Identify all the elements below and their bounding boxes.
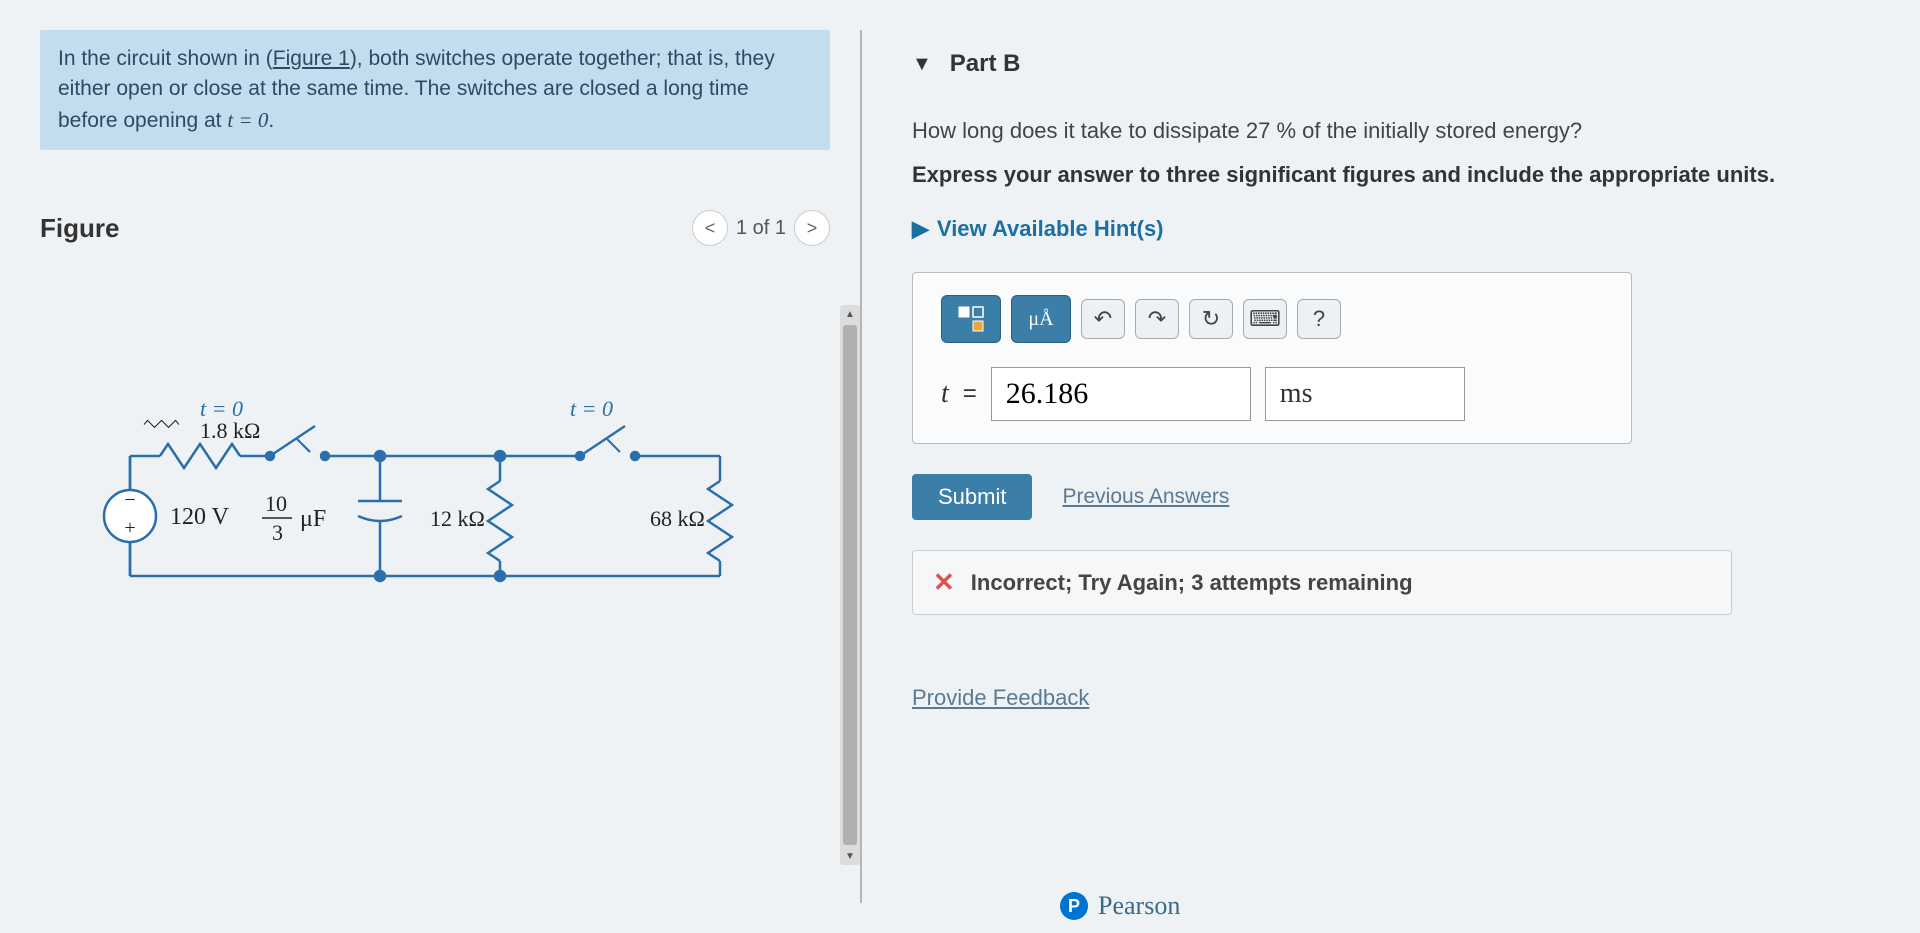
- instruction-text: Express your answer to three significant…: [912, 162, 1880, 188]
- keyboard-button[interactable]: ⌨: [1243, 299, 1287, 339]
- problem-end: .: [268, 109, 274, 132]
- pearson-text: Pearson: [1098, 891, 1180, 921]
- previous-answers-link[interactable]: Previous Answers: [1062, 485, 1229, 509]
- r3-label: 68 kΩ: [650, 506, 705, 531]
- part-b-header[interactable]: ▼ Part B: [912, 50, 1880, 78]
- templates-button[interactable]: [941, 295, 1001, 343]
- problem-text-1: In the circuit shown in (: [58, 47, 273, 70]
- circuit-figure: − + t = 0 1.8 kΩ t = 0 120 V 10 3 μF 12 …: [100, 366, 740, 626]
- view-hints-button[interactable]: ▶ View Available Hint(s): [912, 216, 1880, 242]
- answer-toolbar: μÅ ↶ ↷ ↻ ⌨ ?: [941, 295, 1603, 343]
- templates-icon: [957, 305, 985, 333]
- source-label: 120 V: [170, 504, 230, 530]
- incorrect-icon: ✕: [933, 567, 955, 598]
- problem-statement: In the circuit shown in (Figure 1), both…: [40, 30, 830, 150]
- unit-text: ms: [1280, 378, 1313, 410]
- next-figure-button[interactable]: >: [794, 210, 830, 246]
- cap-num: 10: [265, 491, 287, 516]
- question-text: How long does it take to dissipate 27 % …: [912, 118, 1880, 144]
- pearson-logo-icon: P: [1060, 892, 1088, 920]
- answer-unit-input[interactable]: ms: [1265, 367, 1465, 421]
- feedback-box: ✕ Incorrect; Try Again; 3 attempts remai…: [912, 550, 1732, 615]
- feedback-text: Incorrect; Try Again; 3 attempts remaini…: [971, 570, 1413, 596]
- panel-divider: [860, 30, 862, 903]
- svg-text:+: +: [124, 517, 135, 539]
- left-scrollbar[interactable]: ▲ ▼: [840, 305, 860, 865]
- scroll-up-icon[interactable]: ▲: [840, 305, 860, 323]
- prev-figure-button[interactable]: <: [692, 210, 728, 246]
- answer-value-input[interactable]: [991, 367, 1251, 421]
- cap-unit: μF: [300, 506, 326, 532]
- scroll-down-icon[interactable]: ▼: [840, 847, 860, 865]
- provide-feedback-link[interactable]: Provide Feedback: [912, 685, 1089, 711]
- undo-button[interactable]: ↶: [1081, 299, 1125, 339]
- reset-button[interactable]: ↻: [1189, 299, 1233, 339]
- cap-den: 3: [272, 520, 283, 545]
- figure-title: Figure: [40, 213, 119, 244]
- part-title: Part B: [950, 50, 1021, 78]
- pager-label: 1 of 1: [736, 217, 786, 240]
- hints-label: View Available Hint(s): [937, 216, 1164, 241]
- r2-label: 12 kΩ: [430, 506, 485, 531]
- figure-link[interactable]: Figure 1: [273, 47, 350, 70]
- problem-equation: t = 0: [227, 108, 268, 132]
- scrollbar-thumb[interactable]: [843, 325, 857, 845]
- answer-var: t: [941, 378, 949, 410]
- submit-button[interactable]: Submit: [912, 474, 1032, 520]
- help-button[interactable]: ?: [1297, 299, 1341, 339]
- svg-text:−: −: [124, 489, 135, 511]
- switch2-label: t = 0: [570, 396, 613, 421]
- redo-button[interactable]: ↷: [1135, 299, 1179, 339]
- units-button[interactable]: μÅ: [1011, 295, 1071, 343]
- r1-label: 1.8 kΩ: [200, 418, 260, 443]
- answer-container: μÅ ↶ ↷ ↻ ⌨ ? t = ms: [912, 272, 1632, 444]
- caret-down-icon: ▼: [912, 53, 932, 76]
- figure-pager: < 1 of 1 >: [692, 210, 830, 246]
- caret-right-icon: ▶: [912, 216, 929, 241]
- pearson-branding: P Pearson: [1060, 891, 1180, 921]
- equals-sign: =: [963, 380, 977, 408]
